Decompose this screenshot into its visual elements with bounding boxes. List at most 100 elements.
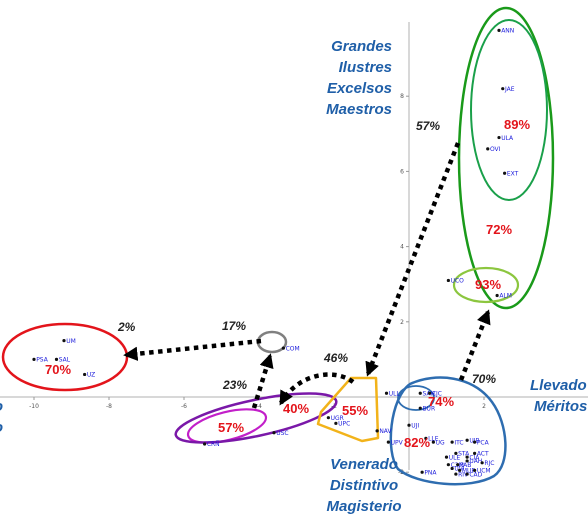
- pct-blue-inner: 74%: [428, 394, 454, 409]
- label-left-edge-1: o: [0, 398, 3, 415]
- data-point: UCM: [473, 468, 491, 475]
- point-marker: [465, 455, 469, 459]
- cluster-grey: [256, 330, 288, 354]
- y-tick-label: 2: [400, 319, 404, 326]
- point-marker: [454, 472, 458, 476]
- pct-green-mid: 89%: [504, 117, 530, 132]
- data-point: PAB: [456, 462, 471, 469]
- point-label: ALM: [499, 293, 512, 300]
- data-point: UGR: [326, 415, 344, 422]
- point-marker: [428, 391, 432, 395]
- cluster-green-light: [452, 266, 520, 304]
- point-label: CIA: [469, 454, 480, 461]
- cluster-green-dark: [457, 6, 555, 310]
- point-marker: [420, 470, 424, 474]
- cluster-blue-inner: [397, 385, 435, 411]
- data-point: ULL: [384, 390, 400, 397]
- data-point: ULE: [444, 454, 460, 461]
- point-label: LLE: [428, 436, 439, 443]
- y-tick-label: 8: [400, 93, 404, 100]
- point-label: ITC: [454, 439, 463, 446]
- point-marker: [83, 372, 87, 377]
- pct-orange-cluster: 55%: [342, 403, 368, 418]
- data-point: RIV: [454, 471, 469, 478]
- point-marker: [503, 171, 507, 175]
- point-marker: [203, 442, 207, 446]
- point-marker: [465, 438, 469, 442]
- point-label: MUR: [462, 468, 476, 475]
- point-marker: [424, 436, 428, 440]
- point-label: RJC: [484, 460, 494, 467]
- data-point: UG: [431, 439, 445, 446]
- point-label: UPC: [338, 421, 350, 428]
- pct-arrow-green-down: 57%: [416, 119, 440, 133]
- x-tick-label: -4: [256, 403, 262, 410]
- data-point: ITC: [450, 439, 464, 446]
- pct-blue-cluster: 82%: [404, 435, 430, 450]
- x-tick-label: 2: [482, 403, 486, 410]
- cluster-green-mid: [470, 19, 548, 201]
- point-marker: [272, 431, 276, 435]
- pct-arrow-purple: 46%: [323, 351, 348, 365]
- data-point: UM: [62, 338, 76, 345]
- point-marker: [497, 135, 501, 140]
- pct-arrow-magenta: 23%: [222, 378, 247, 392]
- point-label: RIV: [458, 471, 469, 478]
- point-label: PAB: [460, 462, 471, 469]
- point-marker: [386, 440, 390, 444]
- point-label: UGR: [331, 415, 344, 422]
- data-point: MUR: [458, 468, 476, 475]
- point-label: JAE: [504, 86, 515, 93]
- y-tick-label: 4: [400, 244, 404, 251]
- data-point: ANN: [497, 28, 514, 35]
- x-tick-label: -10: [29, 403, 39, 410]
- point-label: UG: [436, 439, 445, 446]
- point-marker: [454, 451, 458, 455]
- point-marker: [458, 468, 462, 472]
- pct-red-cluster: 70%: [45, 362, 71, 377]
- x-tick-label: -6: [181, 403, 187, 410]
- point-label: UM: [66, 338, 76, 345]
- point-marker: [384, 391, 389, 395]
- point-marker: [62, 339, 66, 343]
- point-marker: [446, 463, 450, 467]
- data-point: PSA: [32, 357, 49, 364]
- point-label: CJC: [432, 390, 442, 397]
- data-point: BUR: [418, 405, 435, 412]
- data-point: SAL: [54, 357, 71, 364]
- label-llevado: Llevado: [530, 377, 587, 394]
- cluster-purple: [174, 392, 338, 444]
- point-marker: [465, 459, 469, 463]
- point-marker: [444, 455, 449, 459]
- data-point: JAE: [501, 86, 515, 93]
- point-marker: [480, 461, 484, 465]
- arrow-green-to-orange: [365, 142, 461, 377]
- point-label: CAD: [469, 471, 482, 478]
- point-label: ANN: [501, 28, 514, 35]
- data-point: OVI: [486, 146, 501, 153]
- label-left-edge-2: o: [0, 419, 3, 436]
- point-marker: [473, 468, 477, 472]
- data-point: USC: [272, 430, 289, 437]
- point-label: PCA: [477, 439, 490, 446]
- point-label: UAH: [469, 458, 482, 465]
- data-point: CRÑ: [203, 441, 220, 448]
- point-label: NAV: [379, 428, 392, 435]
- point-label: PSA: [36, 357, 49, 364]
- data-point: ACT: [473, 451, 489, 458]
- arrow-to-grey: [251, 353, 274, 409]
- point-label: USC: [276, 430, 288, 437]
- label-magisterio: Magisterio: [326, 498, 401, 514]
- point-marker: [495, 293, 499, 298]
- point-marker: [450, 440, 454, 444]
- point-label: BUR: [422, 405, 435, 412]
- label-ilustres: Ilustres: [339, 59, 392, 76]
- label-venerado: Venerado: [330, 456, 398, 473]
- arrows: [123, 142, 491, 409]
- point-marker: [375, 429, 379, 433]
- clusters: [1, 6, 555, 486]
- point-label: CRÑ: [207, 441, 220, 448]
- arrow-to-purple: [279, 372, 355, 406]
- point-marker: [456, 463, 460, 467]
